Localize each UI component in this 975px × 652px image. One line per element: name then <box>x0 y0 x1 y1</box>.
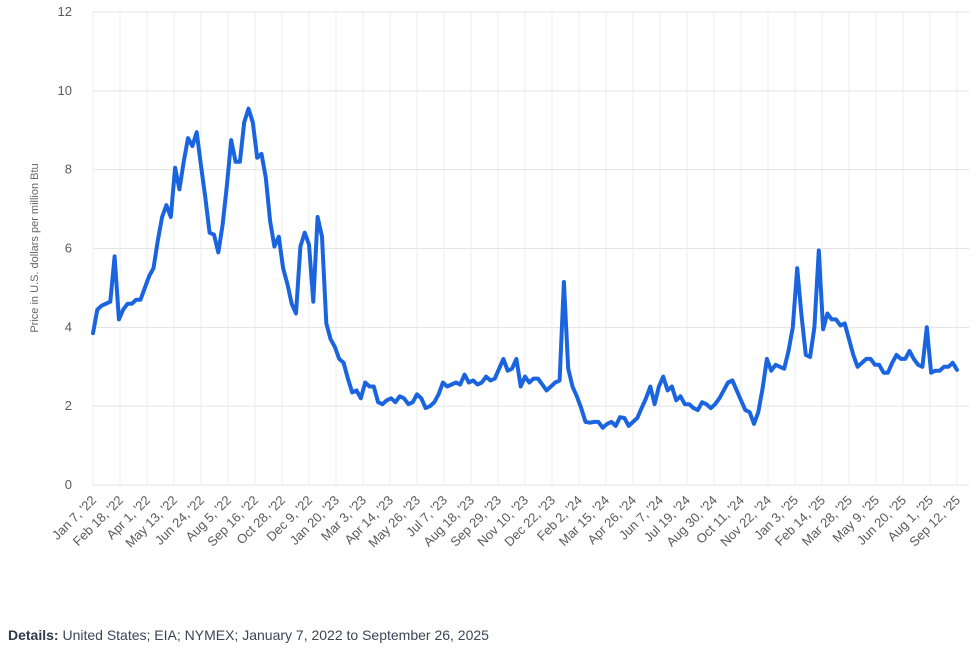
y-axis-label: Price in U.S. dollars per million Btu <box>29 163 41 332</box>
y-tick-label: 10 <box>58 83 72 98</box>
y-tick-label: 12 <box>58 4 72 19</box>
y-axis-ticks: 0 2 4 6 8 10 12 <box>58 4 72 492</box>
details-text: United States; EIA; NYMEX; January 7, 20… <box>62 627 489 643</box>
series-line <box>91 106 959 430</box>
details-footnote: Details: United States; EIA; NYMEX; Janu… <box>8 627 489 643</box>
y-tick-label: 4 <box>65 319 72 334</box>
y-tick-label: 0 <box>65 477 72 492</box>
y-tick-label: 6 <box>65 241 72 256</box>
y-tick-label: 8 <box>65 162 72 177</box>
details-label: Details: <box>8 627 59 643</box>
grid-lines <box>92 11 969 486</box>
y-tick-label: 2 <box>65 398 72 413</box>
